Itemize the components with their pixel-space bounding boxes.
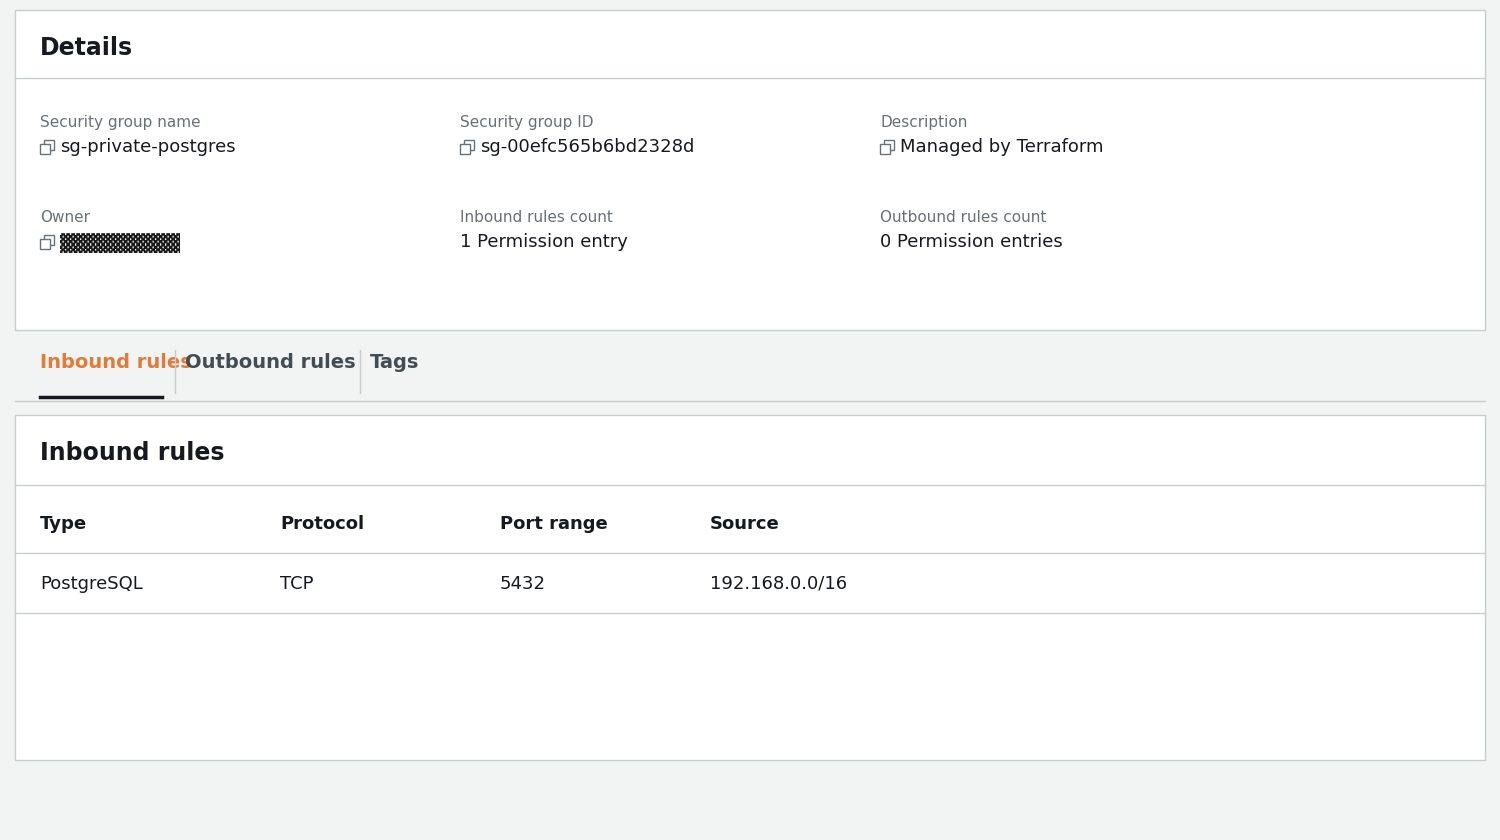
Text: Tags: Tags bbox=[370, 353, 420, 372]
Bar bbox=[44, 235, 54, 245]
Text: PostgreSQL: PostgreSQL bbox=[40, 575, 142, 593]
Text: sg-00efc565b6bd2328d: sg-00efc565b6bd2328d bbox=[480, 138, 694, 156]
Text: 0 Permission entries: 0 Permission entries bbox=[880, 233, 1062, 251]
Text: Outbound rules count: Outbound rules count bbox=[880, 210, 1047, 225]
Text: Owner: Owner bbox=[40, 210, 90, 225]
Text: Protocol: Protocol bbox=[280, 515, 364, 533]
Text: Security group ID: Security group ID bbox=[460, 115, 594, 130]
Text: TCP: TCP bbox=[280, 575, 314, 593]
Text: Managed by Terraform: Managed by Terraform bbox=[900, 138, 1104, 156]
Bar bbox=[40, 239, 50, 249]
Bar bbox=[880, 144, 890, 154]
Text: Outbound rules: Outbound rules bbox=[184, 353, 356, 372]
Text: ▓▓▓▓▓▓▓▓▓▓▓▓: ▓▓▓▓▓▓▓▓▓▓▓▓ bbox=[60, 233, 180, 253]
Bar bbox=[15, 10, 1485, 330]
Text: Port range: Port range bbox=[500, 515, 608, 533]
Bar bbox=[884, 140, 894, 150]
Bar bbox=[460, 144, 470, 154]
Bar bbox=[15, 415, 1485, 760]
Text: 5432: 5432 bbox=[500, 575, 546, 593]
Text: Inbound rules: Inbound rules bbox=[40, 353, 192, 372]
Text: Inbound rules count: Inbound rules count bbox=[460, 210, 614, 225]
Text: Inbound rules: Inbound rules bbox=[40, 441, 225, 465]
Bar bbox=[44, 140, 54, 150]
Text: Security group name: Security group name bbox=[40, 115, 201, 130]
Bar bbox=[464, 140, 474, 150]
Bar bbox=[40, 144, 50, 154]
Text: 1 Permission entry: 1 Permission entry bbox=[460, 233, 628, 251]
Text: Source: Source bbox=[710, 515, 780, 533]
Text: sg-private-postgres: sg-private-postgres bbox=[60, 138, 236, 156]
Text: 192.168.0.0/16: 192.168.0.0/16 bbox=[710, 575, 848, 593]
Text: Details: Details bbox=[40, 36, 134, 60]
Text: Description: Description bbox=[880, 115, 968, 130]
Text: Type: Type bbox=[40, 515, 87, 533]
